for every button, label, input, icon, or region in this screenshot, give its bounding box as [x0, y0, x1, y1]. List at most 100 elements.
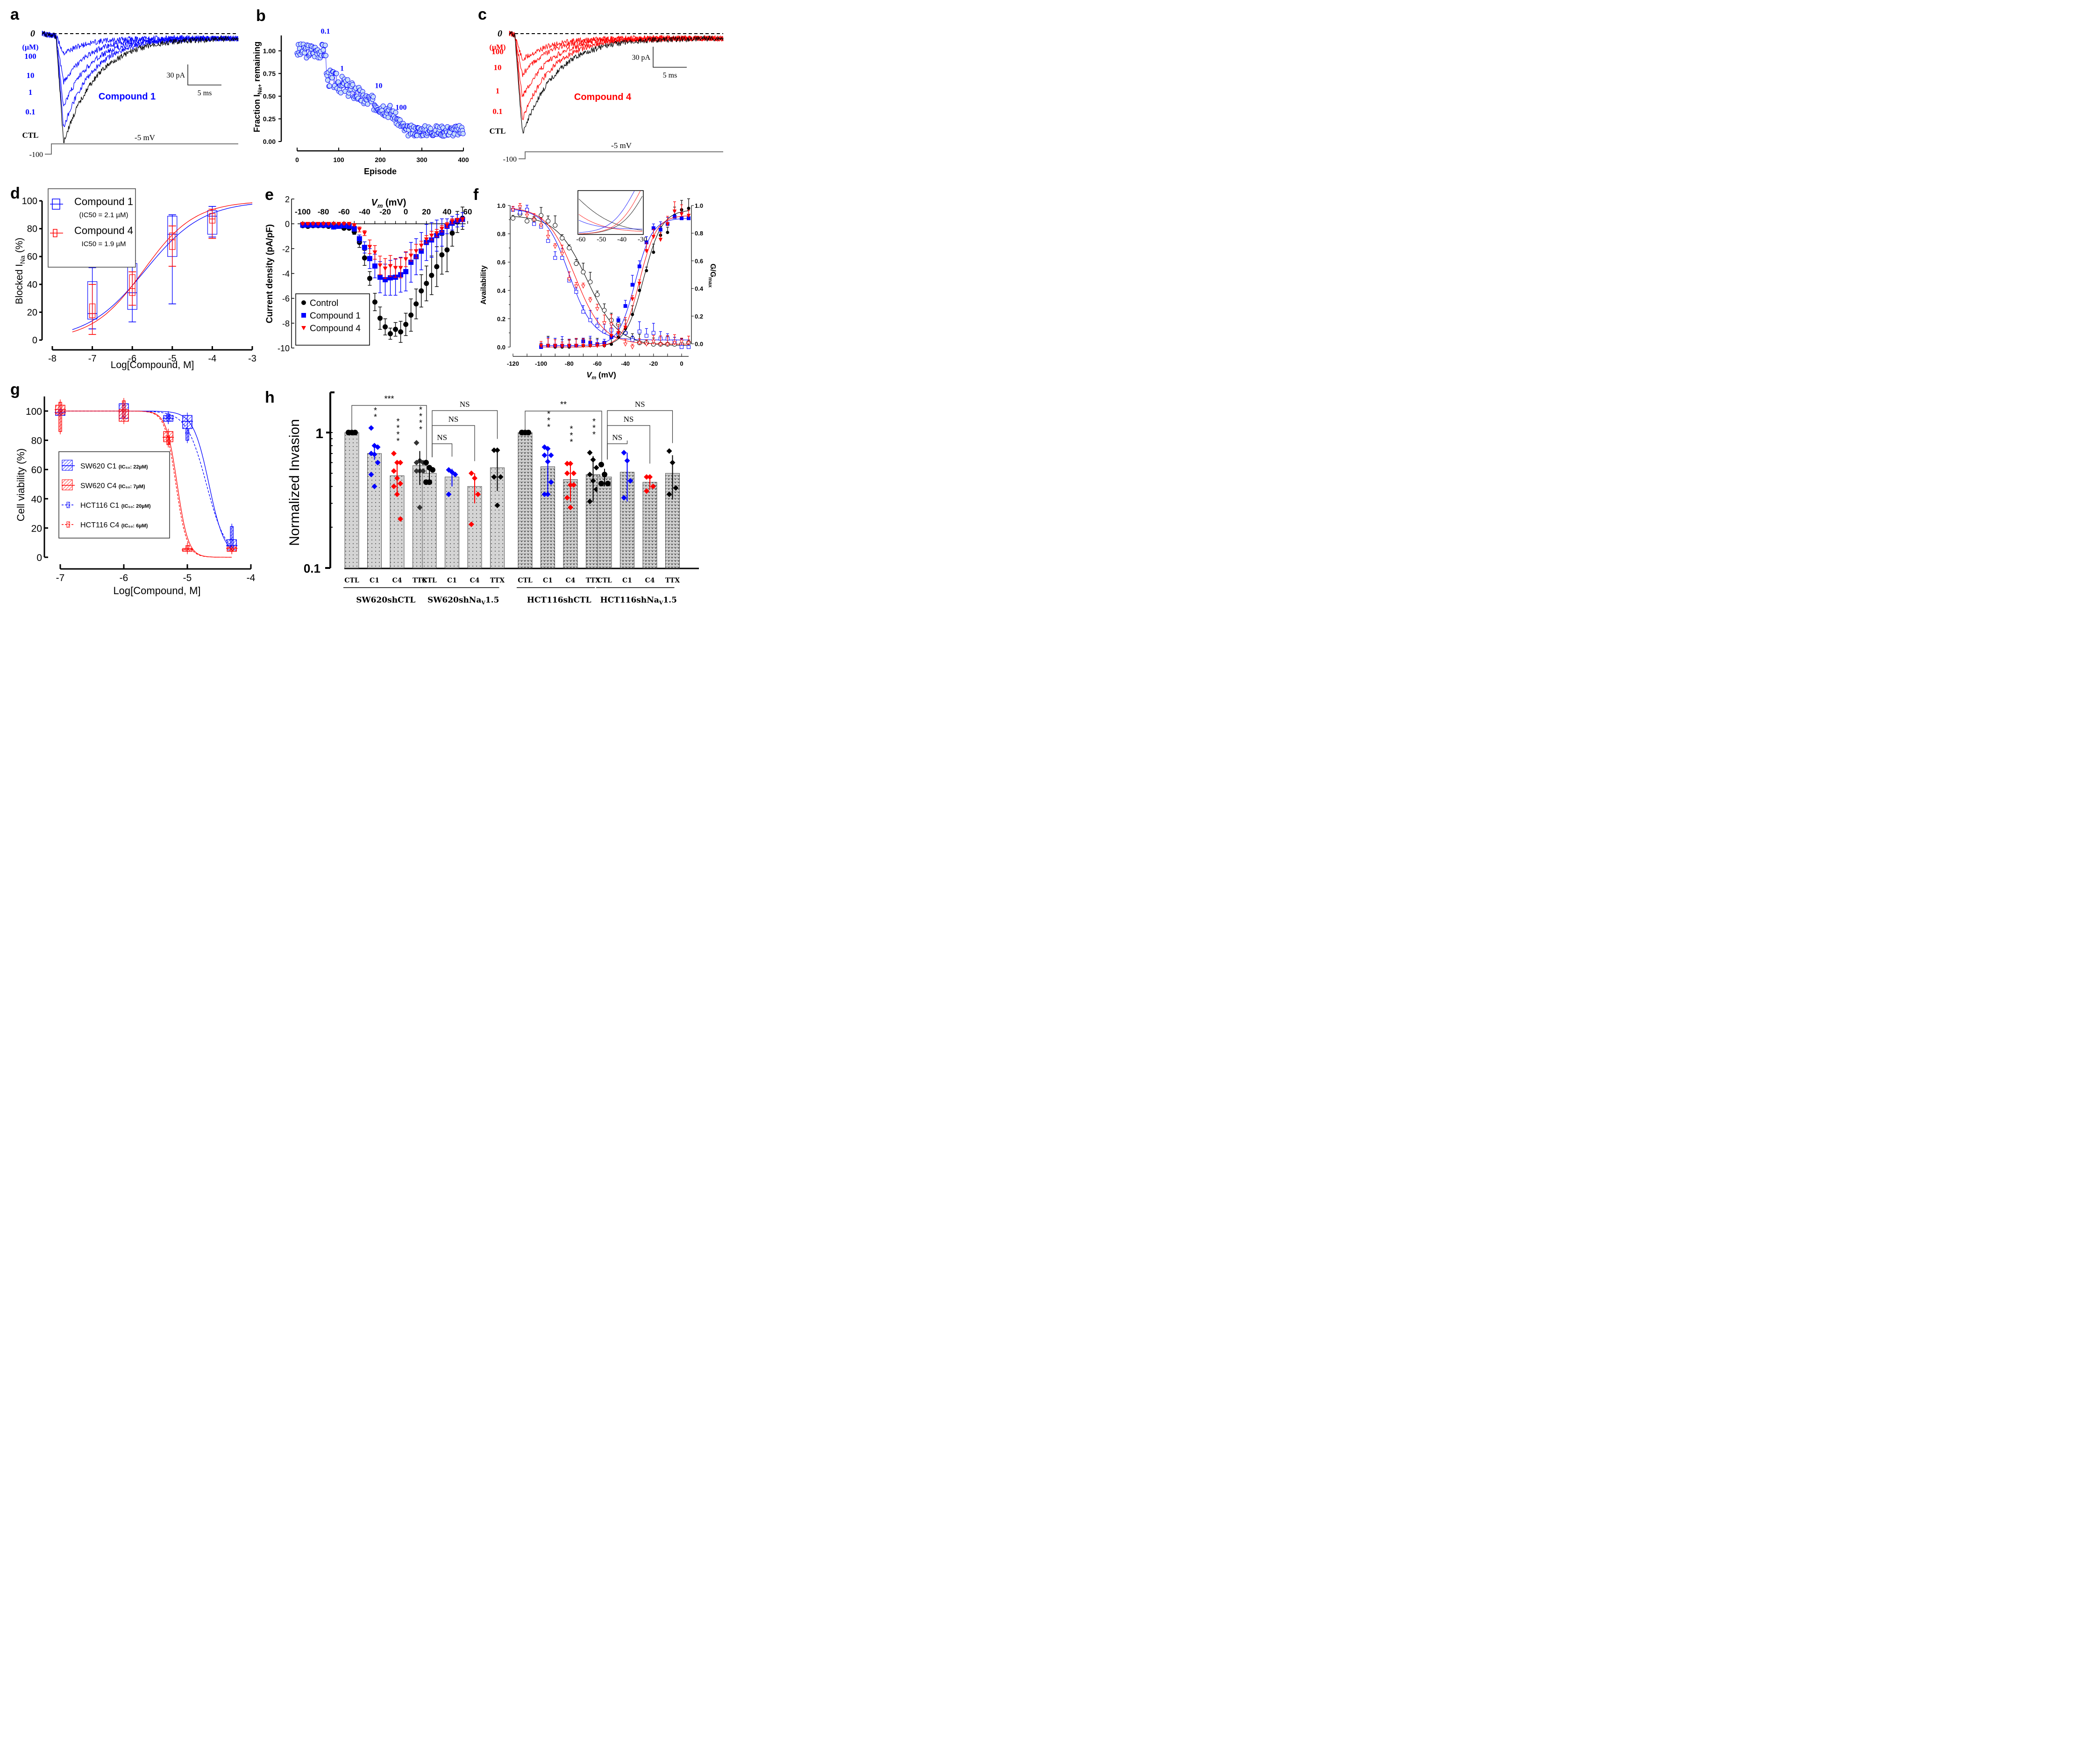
data-point [672, 209, 677, 214]
data-point [587, 498, 593, 504]
data-point [368, 425, 374, 431]
data-point [616, 331, 620, 335]
data-point [587, 471, 593, 477]
data-point [345, 77, 350, 83]
data-point [568, 504, 573, 511]
data-point [623, 342, 627, 347]
data-point [581, 284, 585, 289]
data-point [581, 310, 585, 314]
data-point [498, 474, 504, 480]
data-point [548, 452, 554, 458]
y-tick-label: 60 [27, 252, 37, 262]
unit-label: (µM) [22, 43, 39, 51]
legend-label: Compound 4 [310, 324, 361, 334]
data-point [393, 326, 399, 332]
y-tick-label-right: 0.6 [695, 257, 703, 264]
data-point [371, 483, 377, 490]
data-point [423, 460, 429, 466]
x-tick-label: 60 [463, 207, 472, 216]
legend-label: SW620 C4 (IC₅₀: 7µM) [80, 482, 145, 490]
y-tick-label: 0.8 [497, 231, 505, 238]
fit-curve [60, 411, 232, 558]
data-point [588, 344, 592, 348]
box [122, 400, 126, 419]
data-point [393, 110, 399, 115]
category-label: CTL [344, 577, 359, 584]
x-tick-label: -7 [56, 573, 65, 583]
compound-label: Compound 4 [574, 92, 632, 102]
data-point [560, 235, 565, 241]
scale-bar [653, 47, 687, 68]
voltage-step [45, 143, 238, 155]
data-point [651, 331, 655, 335]
data-point [673, 485, 679, 491]
group-label: HCT116shCTL [527, 596, 591, 605]
significance-star: * [419, 425, 422, 434]
data-point [623, 304, 627, 308]
x-tick-label: -4 [208, 354, 217, 364]
data-point [334, 71, 339, 76]
data-point [602, 308, 607, 313]
data-point [393, 266, 398, 270]
significance-star: * [592, 430, 596, 439]
legend-marker [52, 199, 60, 210]
data-point [446, 491, 452, 497]
y-tick-label: 0.4 [497, 287, 506, 294]
data-point [391, 450, 397, 456]
data-point [511, 216, 515, 221]
data-point [571, 470, 577, 476]
data-point [388, 331, 393, 336]
data-point [429, 234, 434, 238]
data-point [424, 281, 429, 286]
legend-marker [301, 300, 306, 305]
bracket-label: *** [384, 394, 394, 404]
y-tick-label: 0.0 [497, 344, 505, 351]
data-point [630, 338, 634, 342]
y-axis-label: Fraction INa+ remaining [252, 42, 263, 132]
data-point [679, 216, 683, 220]
data-point [419, 288, 424, 294]
fit-curve [72, 204, 253, 330]
data-point [383, 266, 388, 271]
box [169, 232, 176, 250]
panel-label-h: h [265, 389, 275, 406]
data-point [367, 245, 372, 249]
x-tick-label: -60 [338, 207, 350, 216]
x-tick-label: -6 [120, 573, 128, 583]
holding-potential-label: -100 [29, 151, 43, 159]
significance-star: * [396, 430, 399, 439]
group-label: SW620shCTL [356, 596, 415, 605]
y-tick-label: 100 [26, 406, 42, 417]
legend-box [48, 188, 136, 268]
x-tick-label: 0 [680, 360, 683, 367]
legend-label: Compound 1 [310, 311, 361, 321]
y-tick-label-right: 0.8 [695, 230, 703, 237]
data-point [605, 481, 611, 487]
data-point [403, 257, 408, 262]
x-axis-label: Vm (mV) [586, 370, 616, 381]
data-point [444, 247, 450, 253]
y-tick-label: 0.75 [263, 70, 276, 77]
data-point [327, 83, 332, 89]
y-tick-label: 2 [285, 195, 290, 204]
data-point [311, 222, 316, 227]
data-point [623, 326, 627, 330]
data-point [560, 252, 564, 256]
bar [344, 432, 359, 568]
data-point [567, 277, 571, 282]
x-tick-label: 300 [416, 156, 427, 163]
scale-x-label: 5 ms [663, 71, 677, 79]
data-point [609, 334, 613, 338]
significance-star: * [547, 416, 550, 426]
fit-curve [541, 215, 689, 348]
data-point [370, 94, 376, 99]
panel-label-b: b [256, 7, 266, 25]
data-point [564, 470, 570, 476]
data-point [574, 290, 578, 294]
data-point [494, 502, 500, 508]
y-tick-label: 20 [27, 307, 37, 318]
y-tick-label: 0 [285, 220, 290, 229]
data-point [377, 263, 383, 268]
significance-star: * [419, 405, 422, 415]
